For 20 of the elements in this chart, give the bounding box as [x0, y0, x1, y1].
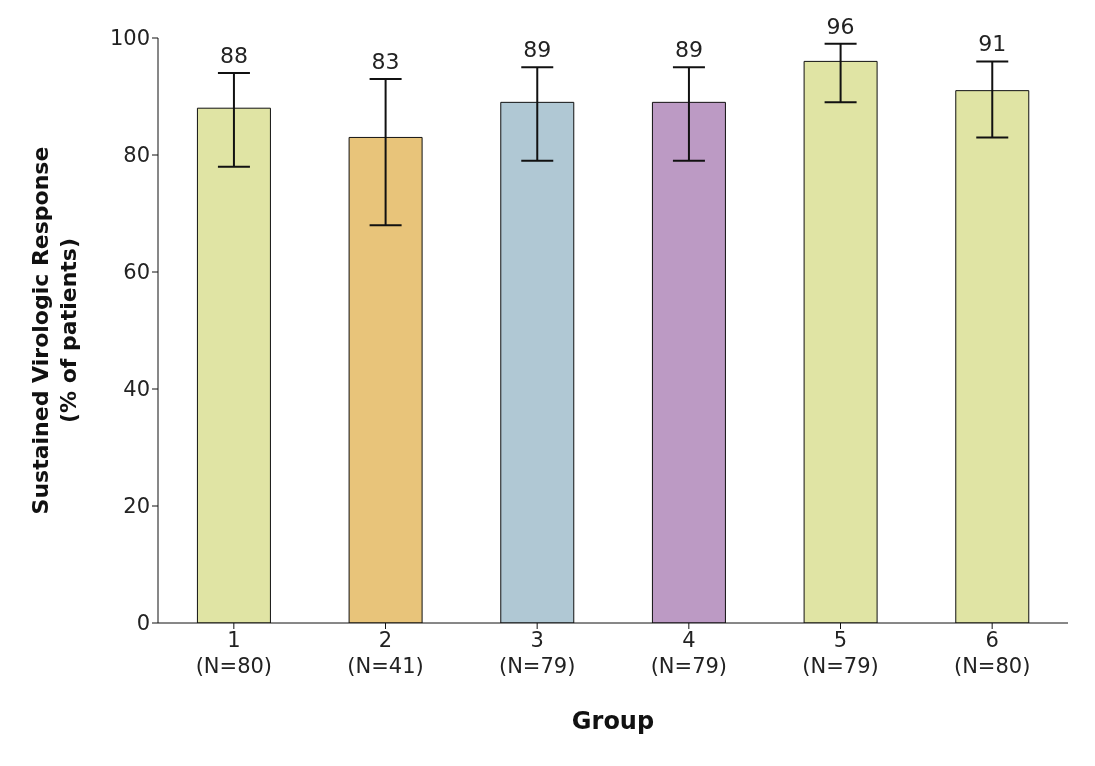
data-label: 89 — [523, 37, 552, 63]
data-label: 83 — [371, 48, 400, 74]
y-axis-title: Sustained Virologic Response (% of patients) — [28, 146, 81, 515]
x-tick-label: 6 (N=80) — [953, 628, 1031, 678]
y-tick-label: 100 — [109, 26, 150, 51]
x-tick-label: 2 (N=41) — [347, 628, 424, 678]
data-label: 91 — [978, 31, 1007, 57]
y-tick-label: 0 — [136, 611, 150, 636]
y-tick-label: 20 — [123, 494, 150, 519]
y-tick-label: 60 — [123, 260, 150, 285]
data-label: 89 — [674, 37, 703, 63]
x-tick-label: 4 (N=79) — [650, 628, 728, 678]
x-tick-label: 3 (N=79) — [498, 628, 576, 678]
y-tick-label: 80 — [123, 143, 150, 168]
x-axis-title: Group — [571, 707, 655, 735]
x-tick-label: 1 (N=80) — [195, 628, 273, 678]
data-label: 96 — [826, 13, 855, 39]
data-label: 88 — [219, 43, 248, 69]
x-tick-label: 5 (N=79) — [802, 628, 879, 678]
y-tick-label: 40 — [123, 377, 150, 402]
